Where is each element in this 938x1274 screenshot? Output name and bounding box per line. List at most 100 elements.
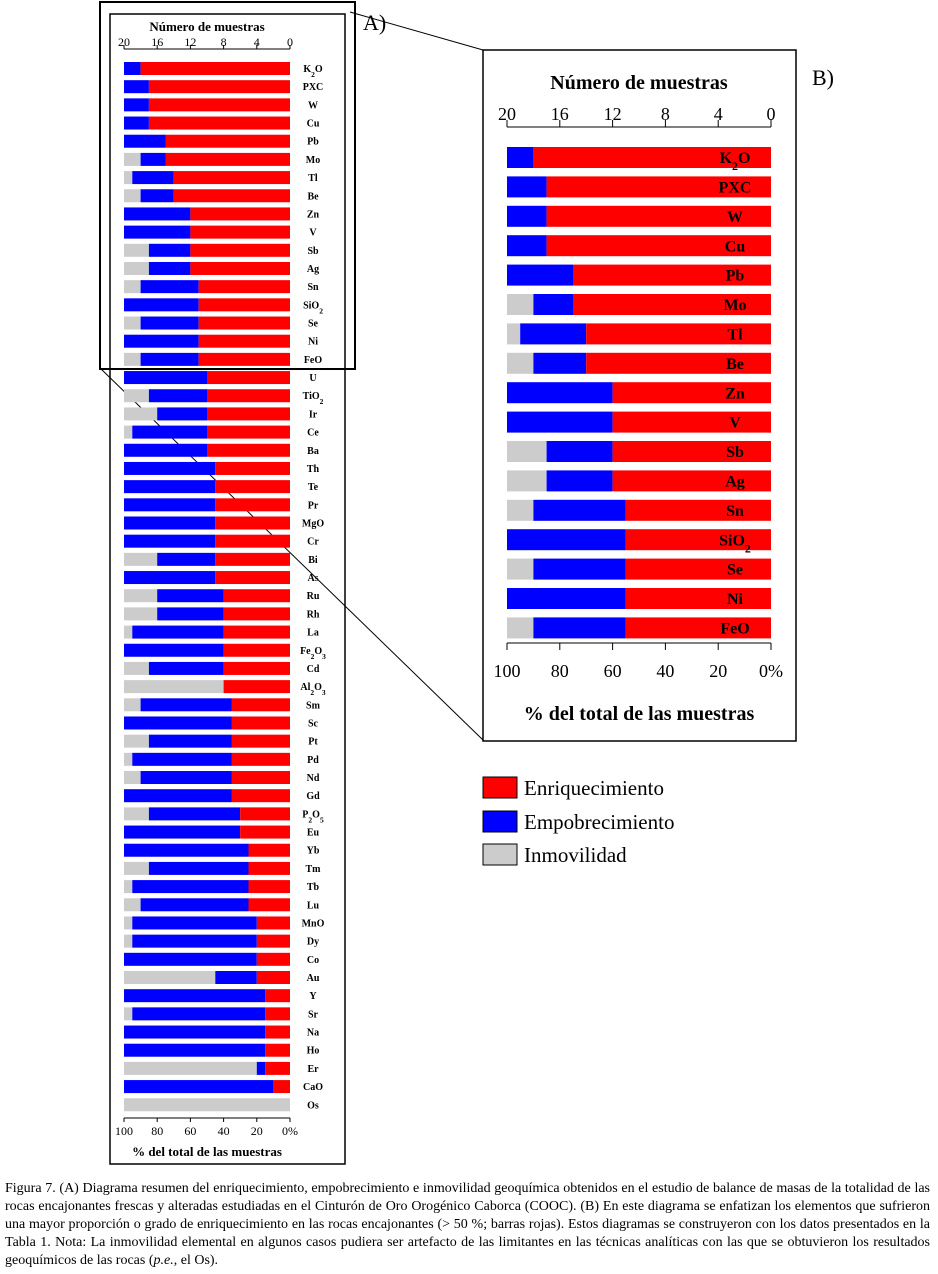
- bar-enrichment: [586, 352, 771, 374]
- b-chart-xlabel: % del total de las muestras: [524, 703, 755, 725]
- bar-depletion: [533, 499, 626, 521]
- row-label: Sr: [308, 1009, 319, 1020]
- bar-enrichment: [231, 698, 290, 712]
- bar-immobility: [507, 470, 547, 492]
- legend-label-depletion: Empobrecimiento: [524, 810, 674, 834]
- bar-enrichment: [223, 643, 290, 657]
- bar-depletion: [507, 147, 534, 168]
- panel-a-frame: [109, 13, 346, 1165]
- row-label: Te: [308, 482, 319, 493]
- row-label: Pr: [308, 500, 319, 511]
- bar-enrichment: [231, 716, 290, 730]
- bar-depletion: [507, 235, 547, 257]
- bar-immobility: [124, 1098, 290, 1112]
- bar-depletion: [148, 661, 224, 675]
- bar-immobility: [124, 934, 133, 948]
- bar-depletion: [124, 80, 149, 94]
- bar-depletion: [132, 171, 174, 185]
- bar-depletion: [132, 916, 257, 930]
- caption-text-1: (A) Diagrama resumen del enriquecimiento…: [5, 1181, 930, 1268]
- row-label: Be: [726, 356, 744, 373]
- row-label: FeO: [304, 355, 323, 366]
- row-label: SiO2: [303, 300, 323, 315]
- bar-enrichment: [248, 880, 290, 894]
- bar-enrichment: [256, 934, 290, 948]
- b-top-tick-label: 16: [551, 104, 569, 124]
- bar-depletion: [124, 298, 199, 312]
- bar-enrichment: [231, 734, 290, 748]
- row-label: Th: [307, 464, 320, 475]
- row-label: SiO2: [719, 532, 751, 555]
- row-label: Sb: [726, 444, 744, 461]
- bar-depletion: [132, 880, 249, 894]
- bar-depletion: [124, 643, 224, 657]
- bar-depletion: [520, 323, 587, 345]
- row-label: Nd: [307, 773, 320, 784]
- row-label: Zn: [725, 385, 745, 402]
- row-label: MgO: [302, 519, 324, 530]
- bar-immobility: [124, 1061, 257, 1075]
- bar-enrichment: [273, 1080, 290, 1094]
- bar-depletion: [157, 589, 224, 603]
- bar-enrichment: [265, 1043, 290, 1057]
- bar-enrichment: [198, 334, 290, 348]
- bar-depletion: [124, 789, 232, 803]
- row-label: Os: [307, 1100, 319, 1111]
- a-top-tick-label: 0: [287, 35, 293, 49]
- bar-enrichment: [148, 80, 290, 94]
- row-label: Mo: [306, 155, 320, 166]
- row-label: Ir: [309, 409, 318, 420]
- row-label: Er: [307, 1064, 319, 1075]
- a-chart-title: Número de muestras: [149, 19, 264, 34]
- bar-immobility: [124, 425, 133, 439]
- bar-depletion: [148, 261, 191, 275]
- bar-depletion: [148, 861, 249, 875]
- bar-depletion: [124, 571, 216, 585]
- bar-depletion: [140, 189, 174, 203]
- bar-enrichment: [223, 607, 290, 621]
- bar-enrichment: [148, 98, 290, 112]
- bar-immobility: [124, 552, 158, 566]
- row-label: Al2O3: [300, 682, 326, 697]
- bar-enrichment: [612, 382, 771, 404]
- bar-immobility: [124, 971, 216, 984]
- a-bottom-tick-label: 40: [218, 1124, 230, 1138]
- bar-depletion: [140, 352, 199, 366]
- bar-immobility: [507, 294, 534, 315]
- bar-depletion: [148, 807, 241, 821]
- bar-enrichment: [215, 552, 290, 566]
- bar-enrichment: [190, 261, 290, 275]
- bar-depletion: [124, 989, 266, 1003]
- bar-depletion: [533, 294, 573, 315]
- bar-enrichment: [165, 152, 290, 166]
- bar-depletion: [124, 843, 249, 857]
- bar-enrichment: [546, 235, 771, 257]
- b-top-tick-label: 12: [604, 104, 622, 124]
- row-label: Lu: [307, 900, 320, 911]
- bar-depletion: [546, 441, 613, 462]
- row-label: Eu: [307, 828, 320, 839]
- row-label: Ru: [307, 591, 320, 602]
- row-label: Sn: [726, 503, 744, 520]
- bar-enrichment: [198, 280, 290, 294]
- bar-immobility: [124, 152, 141, 166]
- bar-enrichment: [207, 425, 290, 439]
- bar-enrichment: [165, 134, 290, 148]
- bar-depletion: [124, 480, 216, 494]
- bar-enrichment: [546, 176, 771, 198]
- bar-immobility: [124, 189, 141, 203]
- b-bottom-tick-label: 80: [551, 661, 569, 681]
- bar-enrichment: [207, 389, 290, 403]
- bar-depletion: [507, 176, 547, 198]
- zoom-connector-top: [349, 11, 484, 51]
- bar-depletion: [256, 1061, 266, 1075]
- bar-enrichment: [215, 498, 290, 512]
- b-chart-title: Número de muestras: [550, 72, 728, 94]
- bar-enrichment: [198, 316, 290, 330]
- bar-depletion: [124, 1080, 274, 1094]
- bar-depletion: [140, 316, 199, 330]
- bar-enrichment: [223, 661, 290, 675]
- bar-depletion: [507, 205, 547, 227]
- a-bottom-tick-label: 100: [115, 1124, 133, 1138]
